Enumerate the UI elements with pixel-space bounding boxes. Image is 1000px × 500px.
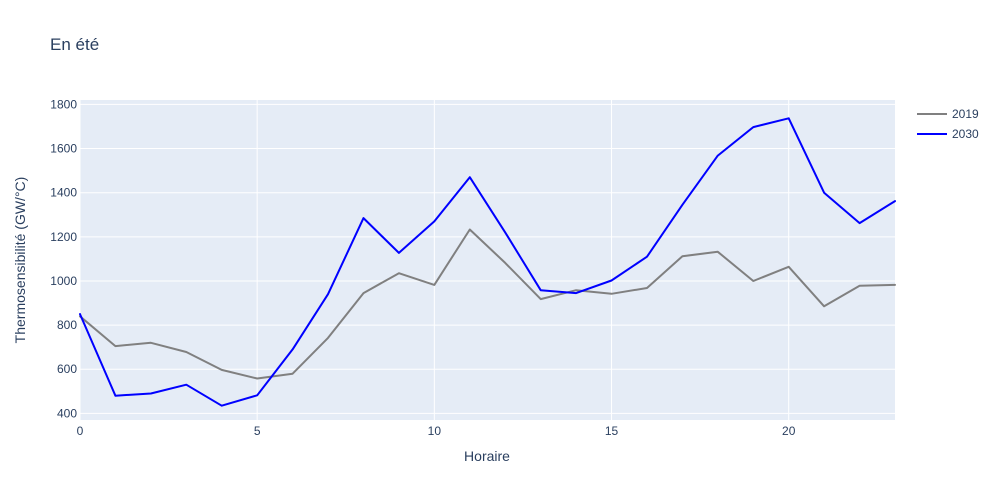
legend: 2019 2030 — [917, 107, 979, 141]
y-tick-label: 600 — [57, 362, 77, 376]
series-line-2030 — [79, 117, 896, 407]
x-tick-label: 10 — [428, 424, 442, 438]
legend-label-2030: 2030 — [952, 127, 979, 141]
x-axis-ticks: 0 5 10 15 20 — [77, 424, 796, 438]
chart-title: En été — [50, 35, 99, 54]
y-tick-label: 1600 — [50, 142, 77, 156]
y-tick-label: 1800 — [50, 97, 77, 111]
legend-label-2019: 2019 — [952, 107, 979, 121]
y-tick-label: 1400 — [50, 186, 77, 200]
series-lines — [79, 117, 896, 407]
x-tick-label: 5 — [254, 424, 261, 438]
y-axis-title: Thermosensibilité (GW/°C) — [12, 177, 28, 344]
y-tick-label: 1000 — [50, 274, 77, 288]
y-tick-label: 400 — [57, 406, 77, 420]
x-tick-label: 0 — [77, 424, 84, 438]
y-axis-ticks: 400 600 800 1000 1200 1400 1600 1800 — [50, 97, 77, 420]
series-line-2019 — [79, 228, 896, 380]
x-axis-title: Horaire — [464, 448, 510, 464]
x-tick-label: 20 — [782, 424, 796, 438]
x-tick-label: 15 — [605, 424, 619, 438]
y-tick-label: 1200 — [50, 230, 77, 244]
y-tick-label: 800 — [57, 318, 77, 332]
plot-area — [80, 100, 895, 420]
grid-lines — [79, 100, 895, 420]
